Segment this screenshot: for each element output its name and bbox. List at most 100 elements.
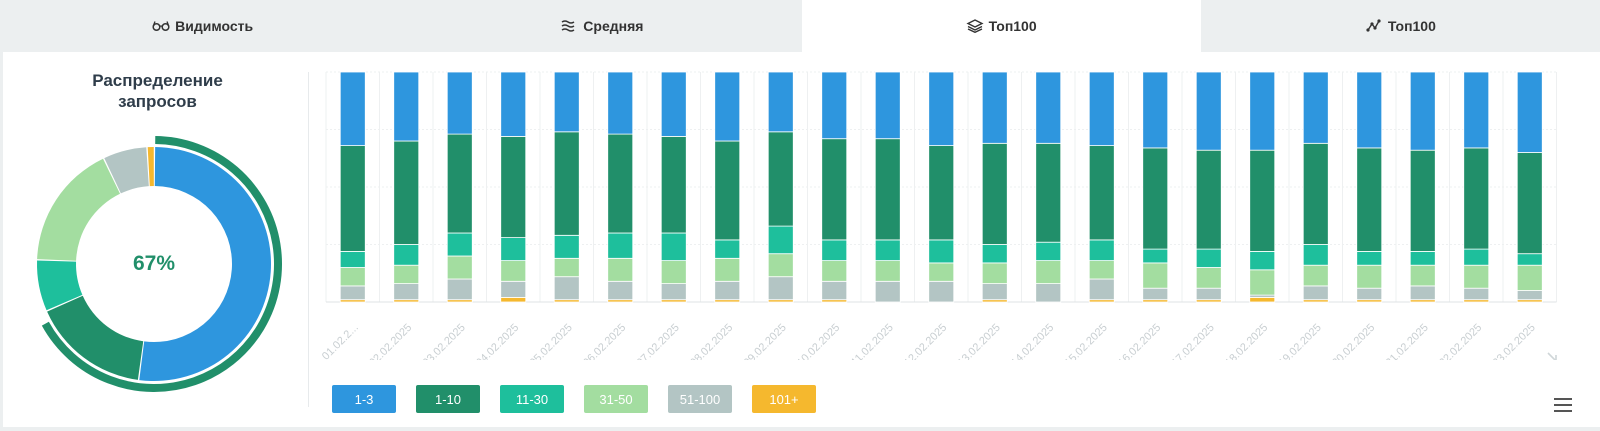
bar-segment-1-3[interactable] [339, 71, 366, 146]
bar-segment-11-30[interactable] [446, 232, 473, 257]
bar-segment-1-10[interactable] [1249, 149, 1276, 252]
bar-segment-11-30[interactable] [821, 239, 848, 261]
chart-scroll-arrow-icon[interactable] [1547, 352, 1557, 360]
bar-segment-11-30[interactable] [1302, 244, 1329, 266]
bar-segment-11-30[interactable] [1088, 239, 1115, 261]
bar-segment-11-30[interactable] [981, 244, 1008, 264]
bar-segment-1-3[interactable] [1088, 71, 1115, 146]
chart-menu-icon[interactable] [1554, 398, 1572, 412]
bar-segment-1-10[interactable] [928, 145, 955, 241]
bar-segment-1-3[interactable] [660, 71, 687, 137]
bar-segment-1-3[interactable] [981, 71, 1008, 144]
bar-segment-1-3[interactable] [714, 71, 741, 142]
bar-segment-11-30[interactable] [1142, 248, 1169, 264]
bar-segment-31-50[interactable] [607, 257, 634, 282]
bar-segment-51-100[interactable] [1035, 283, 1062, 303]
donut-slice-1-10[interactable] [47, 295, 144, 380]
bar-segment-51-100[interactable] [1356, 287, 1383, 301]
donut-slice-31-50[interactable] [37, 158, 121, 261]
bar-segment-11-30[interactable] [714, 239, 741, 259]
bar-segment-51-100[interactable] [339, 285, 366, 301]
bar-segment-1-3[interactable] [1035, 71, 1062, 144]
bar-segment-31-50[interactable] [714, 257, 741, 282]
bar-segment-31-50[interactable] [1302, 264, 1329, 287]
legend-item-31-50[interactable]: 31-50 [584, 385, 648, 413]
bar-segment-1-10[interactable] [767, 131, 794, 227]
bar-segment-11-30[interactable] [553, 234, 580, 259]
bar-segment-31-50[interactable] [874, 260, 901, 282]
bar-segment-1-10[interactable] [660, 136, 687, 234]
bar-segment-1-10[interactable] [1035, 142, 1062, 243]
bar-segment-51-100[interactable] [767, 276, 794, 301]
bar-segment-51-100[interactable] [821, 280, 848, 301]
donut-slice-51-100[interactable] [104, 147, 149, 194]
bar-segment-11-30[interactable] [339, 250, 366, 268]
bar-segment-31-50[interactable] [1088, 260, 1115, 280]
bar-segment-31-50[interactable] [1356, 264, 1383, 289]
bar-segment-51-100[interactable] [928, 280, 955, 303]
bar-segment-1-10[interactable] [1516, 152, 1543, 255]
bar-segment-1-3[interactable] [1142, 71, 1169, 149]
bar-segment-1-3[interactable] [821, 71, 848, 140]
bar-segment-51-100[interactable] [1142, 287, 1169, 301]
bar-segment-1-3[interactable] [500, 71, 527, 137]
bar-segment-31-50[interactable] [1463, 264, 1490, 289]
bar-segment-51-100[interactable] [981, 283, 1008, 301]
bar-segment-1-3[interactable] [553, 71, 580, 133]
bar-segment-1-10[interactable] [1302, 142, 1329, 245]
bar-segment-101+[interactable] [500, 296, 527, 303]
bar-segment-1-3[interactable] [874, 71, 901, 140]
tab-top100-distribution[interactable]: Топ100 [801, 0, 1201, 52]
bar-segment-1-3[interactable] [393, 71, 420, 142]
bar-segment-1-10[interactable] [1356, 147, 1383, 252]
bar-segment-31-50[interactable] [1035, 260, 1062, 285]
bar-segment-51-100[interactable] [1088, 278, 1115, 301]
bar-segment-1-10[interactable] [1142, 147, 1169, 250]
bar-segment-51-100[interactable] [1302, 285, 1329, 301]
bar-segment-11-30[interactable] [607, 232, 634, 259]
donut-slice-1-3[interactable] [139, 147, 271, 381]
bar-segment-31-50[interactable] [660, 260, 687, 285]
bar-segment-31-50[interactable] [446, 255, 473, 280]
legend-item-11-30[interactable]: 11-30 [500, 385, 564, 413]
bar-segment-101+[interactable] [1249, 296, 1276, 303]
bar-segment-11-30[interactable] [874, 239, 901, 261]
legend-item-1-10[interactable]: 1-10 [416, 385, 480, 413]
bar-segment-1-3[interactable] [1195, 71, 1222, 151]
bar-segment-51-100[interactable] [1463, 287, 1490, 301]
bar-segment-1-10[interactable] [714, 140, 741, 241]
bar-segment-11-30[interactable] [767, 225, 794, 255]
tab-visibility[interactable]: Видимость [3, 0, 402, 52]
bar-segment-31-50[interactable] [553, 257, 580, 278]
bar-segment-1-3[interactable] [446, 71, 473, 135]
bar-segment-51-100[interactable] [1195, 287, 1222, 301]
bar-segment-51-100[interactable] [714, 280, 741, 301]
bar-segment-11-30[interactable] [1516, 253, 1543, 266]
bar-segment-51-100[interactable] [1409, 285, 1436, 301]
bar-segment-1-10[interactable] [500, 136, 527, 238]
bar-segment-11-30[interactable] [1356, 250, 1383, 266]
bar-segment-11-30[interactable] [1035, 241, 1062, 261]
legend-item-101+[interactable]: 101+ [752, 385, 816, 413]
bar-segment-51-100[interactable] [874, 280, 901, 303]
donut-slice-11-30[interactable] [37, 260, 83, 311]
bar-segment-1-10[interactable] [1088, 145, 1115, 241]
bar-segment-1-3[interactable] [1302, 71, 1329, 144]
legend-item-51-100[interactable]: 51-100 [668, 385, 732, 413]
bar-segment-1-3[interactable] [1249, 71, 1276, 151]
bar-segment-1-10[interactable] [339, 145, 366, 252]
bar-segment-1-10[interactable] [874, 138, 901, 241]
bar-segment-31-50[interactable] [928, 262, 955, 282]
bar-segment-1-10[interactable] [1463, 147, 1490, 250]
bar-segment-11-30[interactable] [1195, 248, 1222, 268]
bar-segment-1-10[interactable] [607, 133, 634, 234]
bar-segment-31-50[interactable] [1142, 262, 1169, 289]
bar-segment-31-50[interactable] [1195, 267, 1222, 289]
bar-segment-31-50[interactable] [1249, 269, 1276, 296]
bar-segment-11-30[interactable] [928, 239, 955, 264]
tab-average[interactable]: Средняя [402, 0, 801, 52]
bar-segment-51-100[interactable] [660, 283, 687, 301]
bar-segment-11-30[interactable] [1463, 248, 1490, 266]
bar-segment-11-30[interactable] [1409, 250, 1436, 266]
bar-segment-31-50[interactable] [767, 253, 794, 278]
